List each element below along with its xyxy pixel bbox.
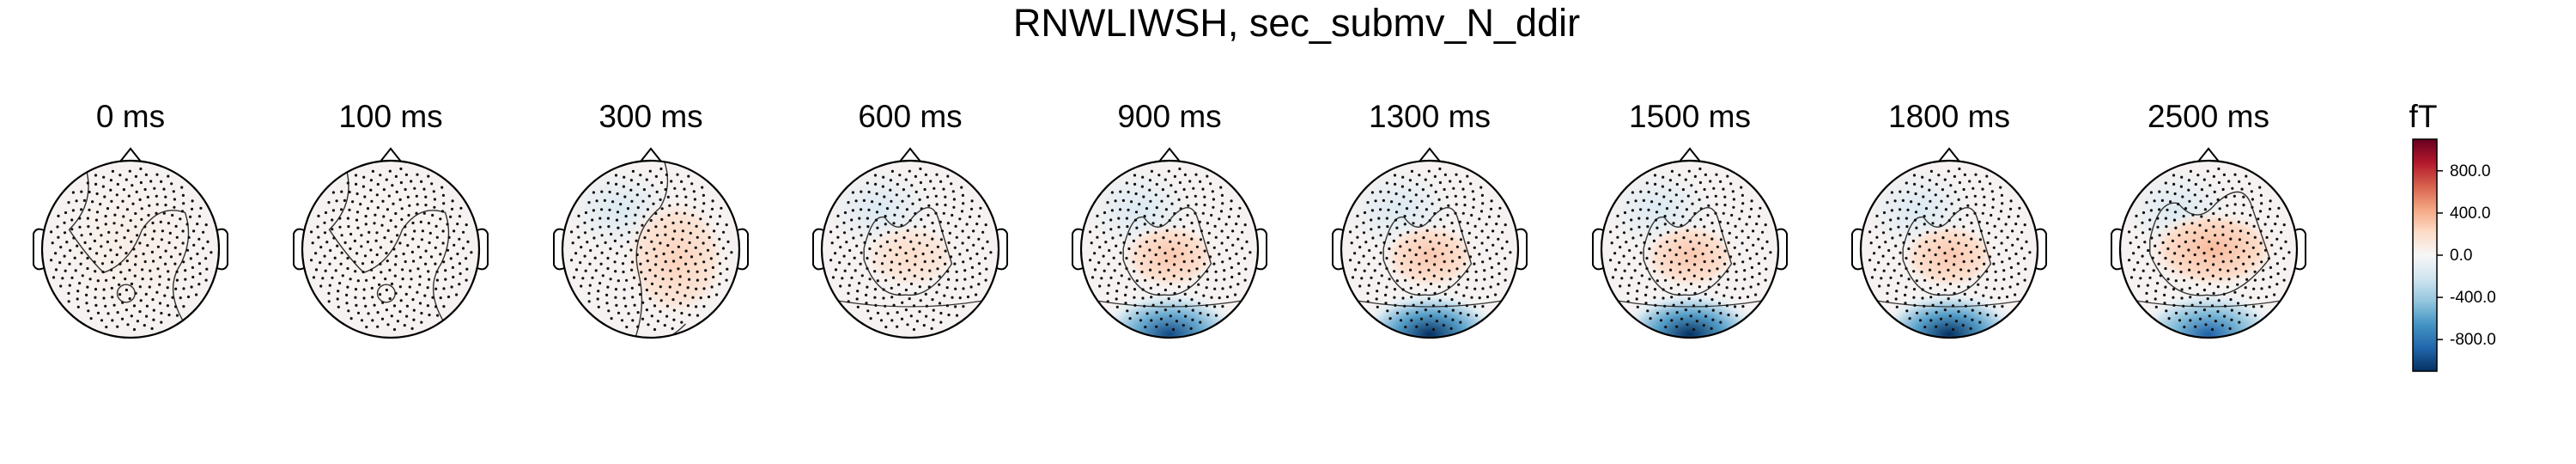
- topomap-field: [2120, 161, 2297, 338]
- topomap-2: 300 ms: [553, 99, 749, 339]
- head-outline: [1340, 159, 1520, 339]
- sensor-positions: [50, 167, 213, 332]
- head-outline: [820, 159, 1000, 339]
- colorbar-gradient: [2412, 138, 2438, 372]
- right-ear: [2035, 228, 2047, 271]
- left-ear: [1851, 228, 1863, 271]
- topomap-8: 2500 ms: [2111, 99, 2306, 339]
- left-ear: [553, 228, 565, 271]
- topomap-row: 0 ms 100 ms 300 ms 600 ms 900 ms 1300 ms 1500 …: [33, 99, 2306, 339]
- head-outline: [561, 159, 741, 339]
- topomap-0: 0 ms: [33, 99, 228, 339]
- head-outline: [1600, 159, 1780, 339]
- colorbar-unit-label: fT: [2409, 99, 2438, 134]
- right-ear: [477, 228, 489, 271]
- topomap-time-label: 300 ms: [598, 99, 702, 134]
- left-ear: [1592, 228, 1604, 271]
- figure-title: RNWLIWSH, sec_submv_N_ddir: [1013, 1, 1580, 45]
- topomap-5: 1300 ms: [1332, 99, 1528, 339]
- sensor-positions: [310, 167, 473, 332]
- colorbar-tick-label: -800.0: [2450, 331, 2496, 349]
- head-outline: [2118, 159, 2299, 339]
- sensor-positions: [1868, 167, 2032, 332]
- colorbar-tick-label: 800.0: [2450, 162, 2491, 180]
- topomap-1: 100 ms: [293, 99, 489, 339]
- sensor-positions: [570, 167, 733, 332]
- nose: [1158, 147, 1181, 162]
- topomap-time-label: 100 ms: [338, 99, 442, 134]
- colorbar-tick-label: -400.0: [2450, 289, 2496, 307]
- left-ear: [812, 228, 824, 271]
- topomap-time-label: 1800 ms: [1888, 99, 2010, 134]
- nose: [1679, 147, 1701, 162]
- topomap-time-label: 1300 ms: [1369, 99, 1491, 134]
- left-ear: [1072, 228, 1084, 271]
- topomap-contours: [633, 161, 686, 338]
- topomap-field: [1341, 161, 1518, 338]
- right-ear: [996, 228, 1008, 271]
- nose: [640, 147, 662, 162]
- left-ear: [293, 228, 305, 271]
- right-ear: [1516, 228, 1528, 271]
- left-ear: [33, 228, 45, 271]
- sensor-positions: [1609, 167, 1772, 332]
- topomap-time-label: 2500 ms: [2148, 99, 2269, 134]
- right-ear: [1776, 228, 1788, 271]
- head-outline: [1859, 159, 2039, 339]
- nose: [1938, 147, 1960, 162]
- right-ear: [1255, 228, 1267, 271]
- right-ear: [737, 228, 749, 271]
- colorbar-tick-label: 400.0: [2450, 205, 2491, 223]
- topomap-field: [1601, 161, 1778, 338]
- colorbar-tick-label: 0.0: [2450, 247, 2472, 265]
- head-outline: [301, 159, 481, 339]
- topomap-time-label: 0 ms: [96, 99, 165, 134]
- topomap-field: [1081, 161, 1258, 338]
- topomap-field: [302, 161, 479, 338]
- left-ear: [2111, 228, 2123, 271]
- nose: [380, 147, 402, 162]
- nose: [2197, 147, 2220, 162]
- sensor-positions: [1349, 167, 1512, 332]
- topomap-time-label: 1500 ms: [1629, 99, 1751, 134]
- topomap-6: 1500 ms: [1592, 99, 1788, 339]
- topomap-7: 1800 ms: [1851, 99, 2047, 339]
- right-ear: [216, 228, 228, 271]
- right-ear: [2294, 228, 2306, 271]
- nose: [119, 147, 142, 162]
- nose: [1419, 147, 1441, 162]
- head-outline: [1079, 159, 1260, 339]
- topomap-4: 900 ms: [1072, 99, 1267, 339]
- topomap-3: 600 ms: [812, 99, 1008, 339]
- topomap-time-label: 600 ms: [858, 99, 962, 134]
- left-ear: [1332, 228, 1344, 271]
- sensor-positions: [829, 167, 993, 332]
- nose: [899, 147, 921, 162]
- topomap-field: [42, 161, 219, 338]
- sensor-positions: [1089, 167, 1252, 332]
- topomap-time-label: 900 ms: [1117, 99, 1221, 134]
- sensor-positions: [2128, 167, 2291, 332]
- colorbar: fT 800.0 400.0 0.0 -400.0 -800.0: [2409, 99, 2496, 372]
- head-outline: [40, 159, 221, 339]
